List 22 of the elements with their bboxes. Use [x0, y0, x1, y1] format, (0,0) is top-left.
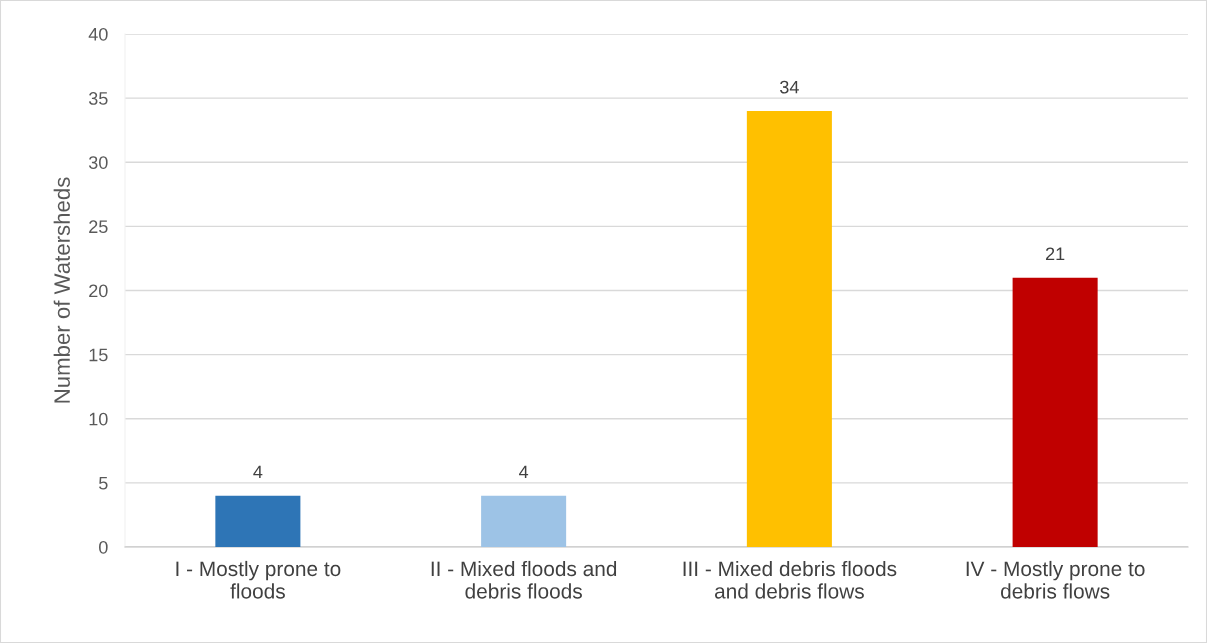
data-label: 4	[519, 465, 529, 479]
y-tick-label: 25	[89, 220, 108, 234]
y-tick-label: 30	[88, 156, 108, 169]
x-tick-label: III - Mixed debris floods and debris flows	[683, 560, 897, 599]
y-axis-title: Number of Watersheds	[53, 177, 70, 403]
data-label: 4	[253, 465, 263, 479]
bar	[1012, 277, 1098, 547]
x-tick-label: IV - Mostly prone to debris flows	[966, 560, 1145, 599]
bar	[215, 495, 301, 547]
y-tick-label: 5	[99, 477, 108, 490]
y-tick-label: 10	[89, 412, 108, 426]
bar	[746, 110, 832, 547]
y-tick-label: 15	[89, 348, 108, 362]
bar	[481, 495, 567, 547]
x-tick-label: I - Mostly prone to floods	[176, 560, 341, 599]
y-tick-label: 35	[88, 92, 108, 105]
data-label: 34	[780, 80, 799, 94]
y-tick-label: 0	[99, 540, 108, 554]
data-label: 21	[1045, 247, 1065, 261]
x-tick-label: II - Mixed floods and debris floods	[431, 560, 617, 599]
y-tick-label: 40	[88, 27, 108, 41]
y-tick-label: 20	[89, 284, 108, 298]
